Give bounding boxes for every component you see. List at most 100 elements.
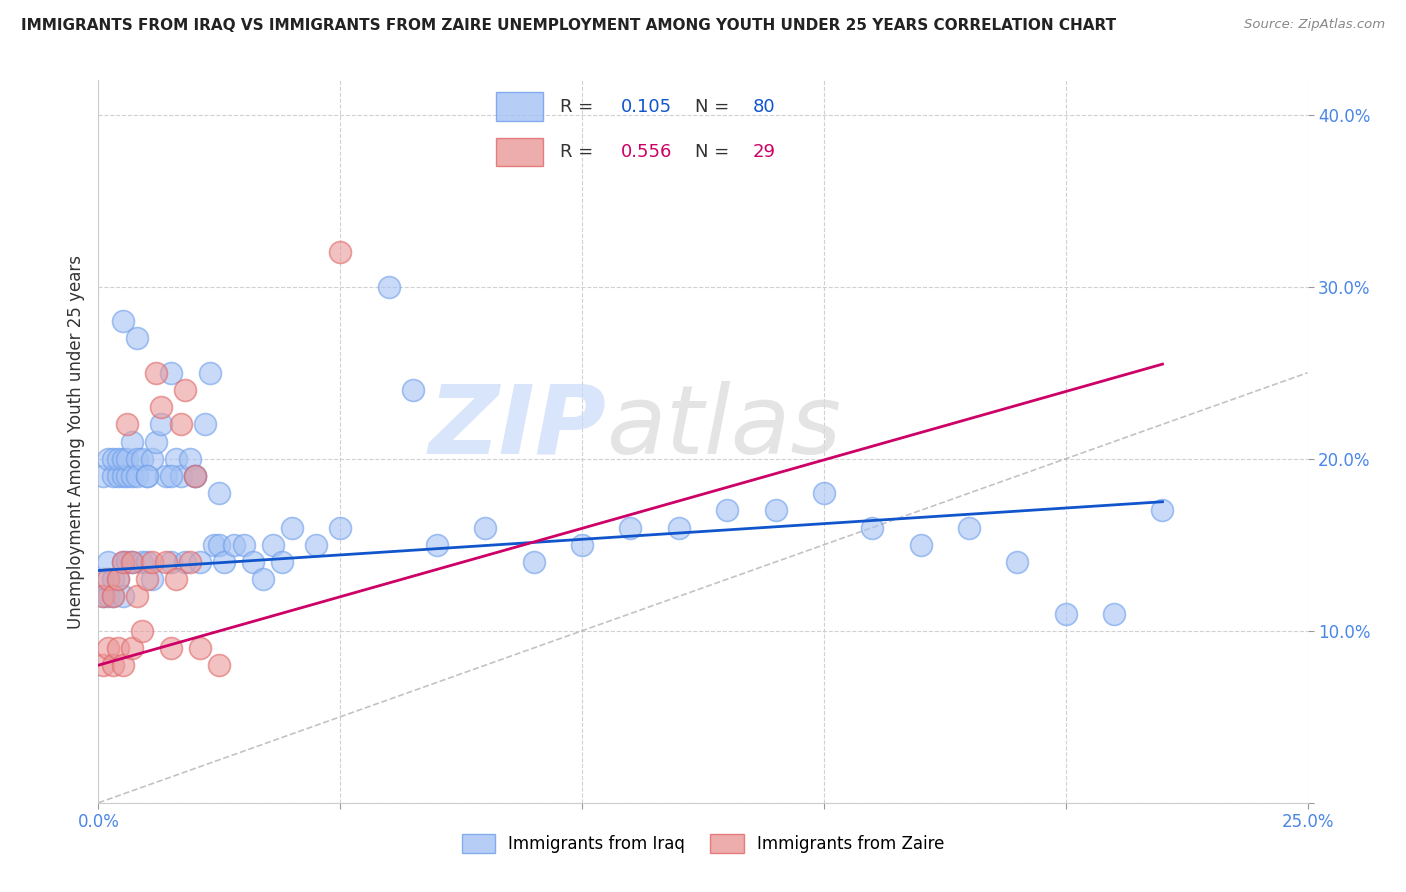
Point bbox=[111, 658, 134, 673]
Point bbox=[141, 555, 163, 569]
Point bbox=[222, 538, 245, 552]
Point bbox=[155, 555, 177, 569]
Point bbox=[1054, 607, 1077, 621]
Point bbox=[111, 555, 134, 569]
Point bbox=[184, 469, 207, 483]
Point bbox=[121, 555, 143, 569]
Point bbox=[97, 555, 120, 569]
Point bbox=[117, 555, 139, 569]
Point bbox=[127, 590, 149, 604]
Point bbox=[523, 555, 546, 569]
Point bbox=[716, 503, 738, 517]
Point bbox=[117, 451, 139, 466]
Point bbox=[135, 572, 157, 586]
Point bbox=[305, 538, 328, 552]
Point bbox=[860, 520, 883, 534]
Point bbox=[571, 538, 593, 552]
Point bbox=[474, 520, 496, 534]
Point bbox=[117, 469, 139, 483]
Point bbox=[329, 245, 352, 260]
Point bbox=[1007, 555, 1029, 569]
Point bbox=[97, 640, 120, 655]
Point bbox=[101, 590, 124, 604]
Point bbox=[111, 451, 134, 466]
Point bbox=[141, 451, 163, 466]
Point bbox=[150, 417, 173, 432]
Point bbox=[101, 590, 124, 604]
Point bbox=[127, 451, 149, 466]
Point bbox=[91, 590, 114, 604]
Point bbox=[619, 520, 641, 534]
Point bbox=[1102, 607, 1125, 621]
Point bbox=[668, 520, 690, 534]
Point bbox=[121, 469, 143, 483]
Point bbox=[135, 469, 157, 483]
Point bbox=[262, 538, 284, 552]
Point bbox=[198, 366, 221, 380]
Point bbox=[160, 366, 183, 380]
Point bbox=[131, 451, 153, 466]
Point bbox=[97, 572, 120, 586]
Text: IMMIGRANTS FROM IRAQ VS IMMIGRANTS FROM ZAIRE UNEMPLOYMENT AMONG YOUTH UNDER 25 : IMMIGRANTS FROM IRAQ VS IMMIGRANTS FROM … bbox=[21, 18, 1116, 33]
Text: ZIP: ZIP bbox=[429, 381, 606, 474]
Point bbox=[174, 555, 197, 569]
Point bbox=[91, 572, 114, 586]
Point bbox=[271, 555, 294, 569]
Legend: Immigrants from Iraq, Immigrants from Zaire: Immigrants from Iraq, Immigrants from Za… bbox=[456, 827, 950, 860]
Point bbox=[131, 624, 153, 638]
Point bbox=[813, 486, 835, 500]
Point bbox=[281, 520, 304, 534]
Point bbox=[91, 658, 114, 673]
Point bbox=[377, 279, 399, 293]
Point bbox=[957, 520, 980, 534]
Point bbox=[97, 451, 120, 466]
Point bbox=[165, 572, 187, 586]
Point bbox=[188, 640, 211, 655]
Point bbox=[101, 469, 124, 483]
Point bbox=[155, 469, 177, 483]
Point bbox=[184, 469, 207, 483]
Point bbox=[97, 590, 120, 604]
Point bbox=[101, 658, 124, 673]
Point bbox=[160, 555, 183, 569]
Text: Source: ZipAtlas.com: Source: ZipAtlas.com bbox=[1244, 18, 1385, 31]
Point bbox=[111, 590, 134, 604]
Point bbox=[127, 331, 149, 345]
Point bbox=[127, 469, 149, 483]
Point bbox=[107, 469, 129, 483]
Point bbox=[131, 555, 153, 569]
Point bbox=[212, 555, 235, 569]
Point bbox=[184, 469, 207, 483]
Point bbox=[91, 469, 114, 483]
Point bbox=[169, 417, 191, 432]
Point bbox=[145, 366, 167, 380]
Point bbox=[765, 503, 787, 517]
Point bbox=[121, 640, 143, 655]
Point bbox=[165, 451, 187, 466]
Point bbox=[242, 555, 264, 569]
Point bbox=[208, 538, 231, 552]
Point bbox=[402, 383, 425, 397]
Point bbox=[252, 572, 274, 586]
Point bbox=[135, 555, 157, 569]
Point bbox=[121, 434, 143, 449]
Point bbox=[107, 572, 129, 586]
Point bbox=[141, 572, 163, 586]
Point bbox=[91, 590, 114, 604]
Point bbox=[111, 469, 134, 483]
Y-axis label: Unemployment Among Youth under 25 years: Unemployment Among Youth under 25 years bbox=[66, 254, 84, 629]
Point bbox=[160, 469, 183, 483]
Point bbox=[107, 572, 129, 586]
Point bbox=[174, 383, 197, 397]
Point bbox=[169, 469, 191, 483]
Point bbox=[101, 572, 124, 586]
Point bbox=[121, 555, 143, 569]
Point bbox=[329, 520, 352, 534]
Point bbox=[111, 314, 134, 328]
Point bbox=[135, 469, 157, 483]
Point bbox=[232, 538, 254, 552]
Point bbox=[107, 451, 129, 466]
Point bbox=[208, 658, 231, 673]
Point bbox=[208, 486, 231, 500]
Point bbox=[204, 538, 226, 552]
